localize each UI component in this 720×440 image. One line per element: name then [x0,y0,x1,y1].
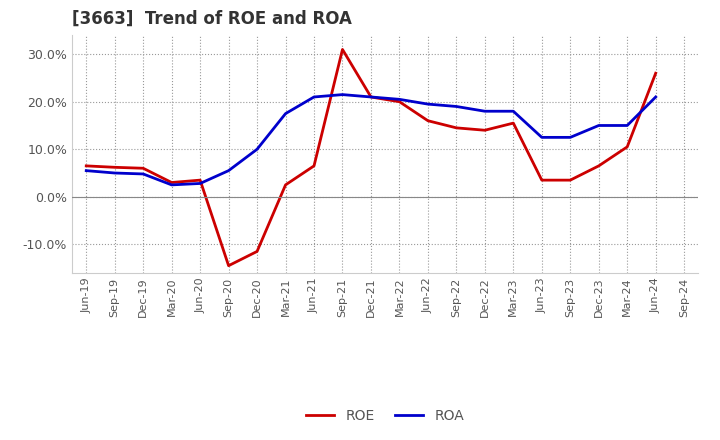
ROE [395,99,404,104]
ROA [253,147,261,152]
ROE [623,144,631,150]
ROA [537,135,546,140]
Line: ROE: ROE [86,49,656,266]
ROE [509,121,518,126]
ROA [423,102,432,107]
ROE [282,182,290,187]
ROA [139,171,148,176]
ROE [310,163,318,169]
ROA [452,104,461,109]
ROE [452,125,461,131]
Line: ROA: ROA [86,95,656,185]
ROA [196,181,204,186]
ROE [366,94,375,99]
ROA [82,168,91,173]
ROA [480,109,489,114]
ROA [652,94,660,99]
ROE [196,177,204,183]
ROA [509,109,518,114]
ROE [566,177,575,183]
ROA [338,92,347,97]
ROA [366,94,375,99]
ROE [480,128,489,133]
ROA [167,182,176,187]
ROE [338,47,347,52]
ROA [623,123,631,128]
ROE [423,118,432,123]
ROE [595,163,603,169]
ROE [225,263,233,268]
ROA [566,135,575,140]
ROE [253,249,261,254]
ROA [225,168,233,173]
Text: [3663]  Trend of ROE and ROA: [3663] Trend of ROE and ROA [72,10,352,28]
ROE [652,70,660,76]
ROA [595,123,603,128]
ROE [110,165,119,170]
ROA [395,97,404,102]
ROA [282,111,290,116]
ROE [167,180,176,185]
ROE [139,165,148,171]
Legend: ROE, ROA: ROE, ROA [301,403,469,429]
ROA [110,170,119,176]
ROE [82,163,91,169]
ROE [537,177,546,183]
ROA [310,94,318,99]
